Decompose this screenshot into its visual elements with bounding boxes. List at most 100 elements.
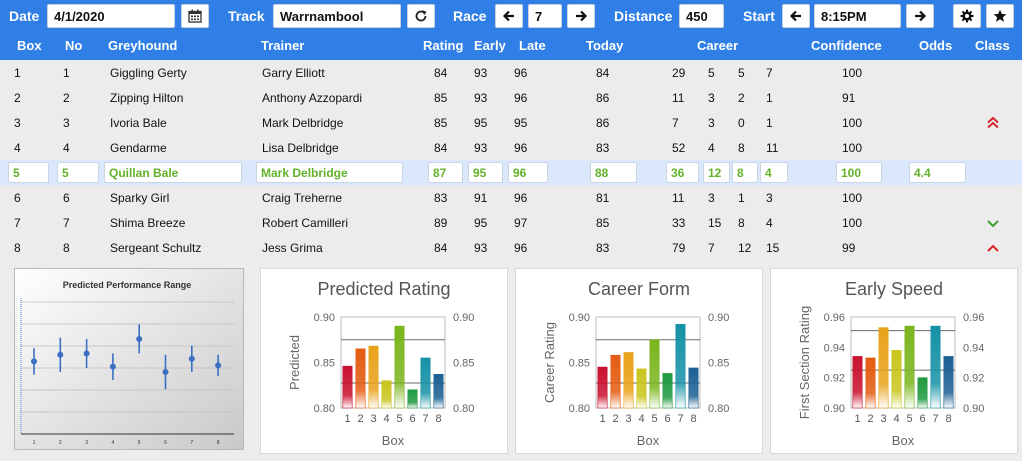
bar xyxy=(394,325,405,409)
column-header-no[interactable]: No xyxy=(65,38,83,53)
start-time-input[interactable]: 8:15PM xyxy=(814,4,901,28)
column-header-late[interactable]: Late xyxy=(519,38,546,53)
x-tick-label: 2 xyxy=(357,413,363,425)
table-row-selected[interactable]: 5 5 Quillan Bale Mark Delbridge 87 95 96… xyxy=(0,160,1022,185)
y-tick-label-right: 0.90 xyxy=(453,312,474,324)
chart-background xyxy=(14,268,244,450)
box-cell: 3 xyxy=(14,116,21,130)
career-starts-cell: 29 xyxy=(672,66,686,80)
rating-cell: 84 xyxy=(434,241,448,255)
confidence-cell: 100 xyxy=(836,162,882,183)
rating-cell: 89 xyxy=(434,216,448,230)
favorite-button[interactable] xyxy=(986,4,1014,28)
confidence-cell: 100 xyxy=(842,216,863,230)
table-row[interactable]: 3 3 Ivoria Bale Mark Delbridge 85 95 95 … xyxy=(0,110,1022,135)
race-prev-button[interactable] xyxy=(495,4,523,28)
start-next-button[interactable] xyxy=(906,4,934,28)
career-wins-cell: 5 xyxy=(708,66,715,80)
refresh-button[interactable] xyxy=(407,4,435,28)
career-starts-cell: 11 xyxy=(672,191,685,205)
x-tick-label: 8 xyxy=(945,413,951,425)
x-tick-label: 2 xyxy=(867,413,873,425)
greyhound-cell: Quillan Bale xyxy=(104,162,242,183)
race-input[interactable]: 7 xyxy=(528,4,562,28)
x-tick-label: 8 xyxy=(217,440,220,446)
column-header-box[interactable]: Box xyxy=(17,38,42,53)
career-wins-cell: 15 xyxy=(708,216,722,230)
y-tick-label: 0.90 xyxy=(824,403,845,415)
y-tick-label-right: 0.85 xyxy=(708,358,729,370)
career-seconds-cell: 8 xyxy=(738,216,745,230)
confidence-cell: 91 xyxy=(842,91,856,105)
x-tick-label: 1 xyxy=(344,413,350,425)
predicted-rating-chart: 1 2 3 4 5 6 7 8 0.80 0.80 0.85 0.85 0.90 0.90 Box Predi… xyxy=(287,312,474,448)
data-point xyxy=(136,335,143,342)
start-prev-button[interactable] xyxy=(782,4,810,28)
x-tick-label: 3 xyxy=(625,413,631,425)
box-cell: 2 xyxy=(14,91,21,105)
column-header-class[interactable]: Class xyxy=(975,38,1010,53)
early-speed-chart: 1 2 3 4 5 6 7 8 0.90 0.90 0.92 0.92 0.94 0.94 0.96 0.96… xyxy=(797,306,984,448)
y-tick-label-right: 0.80 xyxy=(453,403,474,415)
table-row[interactable]: 4 4 Gendarme Lisa Delbridge 84 93 96 83 … xyxy=(0,135,1022,160)
rating-cell: 85 xyxy=(434,116,448,130)
today-cell: 85 xyxy=(596,216,610,230)
x-tick-label: 6 xyxy=(409,413,415,425)
refresh-icon xyxy=(415,10,427,22)
distance-input[interactable]: 450 xyxy=(679,4,724,28)
date-input[interactable]: 4/1/2020 xyxy=(47,4,175,28)
late-cell: 97 xyxy=(514,216,528,230)
career-thirds-cell: 11 xyxy=(766,141,779,155)
column-header-career[interactable]: Career xyxy=(697,38,739,53)
arrow-right-icon xyxy=(915,10,927,22)
x-axis-label: Box xyxy=(892,433,915,448)
track-input[interactable]: Warrnambool xyxy=(273,4,401,28)
x-tick-label: 6 xyxy=(164,440,167,446)
late-cell: 96 xyxy=(514,66,528,80)
x-tick-label: 8 xyxy=(690,413,696,425)
chart-title: Predicted Rating xyxy=(317,279,451,299)
table-row[interactable]: 8 8 Sergeant Schultz Jess Grima 84 93 96… xyxy=(0,235,1022,260)
career-starts-cell: 36 xyxy=(666,162,699,183)
column-header-odds[interactable]: Odds xyxy=(919,38,953,53)
today-cell: 83 xyxy=(596,241,610,255)
career-seconds-cell: 8 xyxy=(738,141,745,155)
column-header-rating[interactable]: Rating xyxy=(423,38,464,53)
greyhound-cell: Shima Breeze xyxy=(110,216,186,230)
settings-button[interactable] xyxy=(953,4,981,28)
trainer-cell: Robert Camilleri xyxy=(262,216,349,230)
box-cell: 6 xyxy=(14,191,21,205)
trainer-cell: Anthony Azzopardi xyxy=(262,91,363,105)
column-header-today[interactable]: Today xyxy=(586,38,624,53)
x-tick-label: 7 xyxy=(190,440,193,446)
table-row[interactable]: 2 2 Zipping Hilton Anthony Azzopardi 85 … xyxy=(0,85,1022,110)
bar xyxy=(662,373,673,409)
column-header-trainer[interactable]: Trainer xyxy=(261,38,305,53)
double-chevron-up-icon xyxy=(987,116,999,129)
x-tick-label: 4 xyxy=(893,413,899,425)
table-row[interactable]: 7 7 Shima Breeze Robert Camilleri 89 95 … xyxy=(0,210,1022,235)
early-cell: 95 xyxy=(474,116,488,130)
early-cell: 93 xyxy=(474,141,488,155)
number-cell: 7 xyxy=(63,216,70,230)
chart-marks xyxy=(31,324,222,390)
table-row[interactable]: 6 6 Sparky Girl Craig Treherne 83 91 96 … xyxy=(0,185,1022,210)
table-row[interactable]: 1 1 Giggling Gerty Garry Elliott 84 93 9… xyxy=(0,60,1022,85)
x-tick-label: 4 xyxy=(112,440,115,446)
race-label: Race xyxy=(453,8,487,24)
race-next-button[interactable] xyxy=(567,4,595,28)
trainer-cell: Craig Treherne xyxy=(262,191,343,205)
x-tick-label: 7 xyxy=(422,413,428,425)
x-tick-label: 1 xyxy=(599,413,605,425)
career-seconds-cell: 5 xyxy=(738,66,745,80)
distance-label: Distance xyxy=(614,8,673,24)
x-tick-label: 3 xyxy=(370,413,376,425)
column-header-early[interactable]: Early xyxy=(474,38,506,53)
early-cell: 91 xyxy=(474,191,488,205)
column-header-confidence[interactable]: Confidence xyxy=(811,38,882,53)
calendar-button[interactable] xyxy=(181,4,209,28)
column-header-greyhound[interactable]: Greyhound xyxy=(108,38,178,53)
confidence-cell: 100 xyxy=(842,141,863,155)
career-seconds-cell: 2 xyxy=(738,91,745,105)
number-cell: 4 xyxy=(63,141,70,155)
